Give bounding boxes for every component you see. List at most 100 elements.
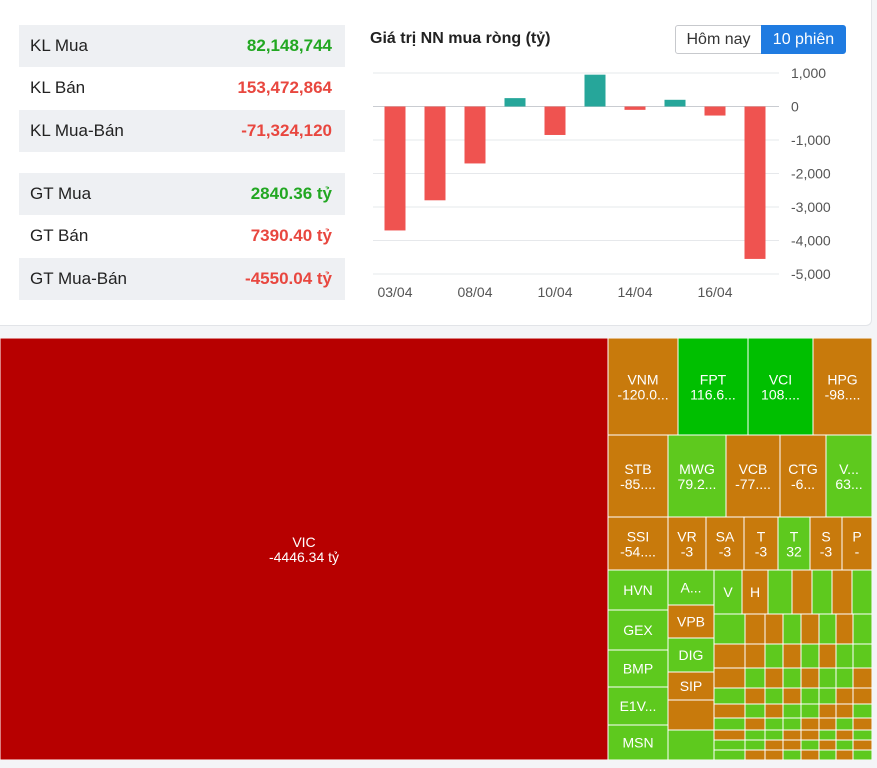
treemap-cell [800, 687, 820, 705]
treemap-cell [800, 717, 820, 731]
treemap-cell [764, 703, 784, 719]
treemap-cell [667, 729, 715, 760]
treemap-cell [782, 613, 802, 645]
treemap-ticker: VR [677, 529, 696, 545]
treemap-ticker: HVN [623, 582, 653, 598]
treemap-cell [713, 643, 746, 669]
stat-value: 7390.40 tỷ [250, 226, 332, 245]
y-tick-label: -3,000 [791, 199, 831, 215]
treemap-cell [713, 703, 746, 719]
treemap-cell [667, 434, 727, 518]
y-tick-label: 1,000 [791, 65, 826, 81]
treemap-cell [677, 338, 749, 436]
treemap-cell [744, 613, 766, 645]
stat-row-gt-diff: GT Mua-Bán -4550.04 tỷ [19, 258, 345, 300]
treemap-cell [835, 717, 854, 731]
treemap-ticker: MWG [679, 461, 715, 477]
bar [384, 106, 406, 231]
bar [584, 74, 606, 107]
treemap-ticker: MSN [622, 735, 653, 751]
treemap-cell [818, 687, 837, 705]
treemap-value: -54.... [620, 544, 656, 560]
treemap-cell [782, 739, 802, 751]
treemap-cell [744, 667, 766, 689]
treemap-cell [818, 667, 837, 689]
y-tick-label: -5,000 [791, 266, 831, 282]
treemap-value: 32 [786, 544, 802, 560]
treemap-cell [782, 717, 802, 731]
stat-label: GT Bán [30, 226, 89, 245]
treemap-value: -4446.34 tỷ [269, 549, 339, 565]
x-tick-label: 10/04 [537, 284, 572, 300]
treemap-cell [782, 749, 802, 760]
treemap-cell [800, 739, 820, 751]
treemap-value: -98.... [825, 387, 861, 403]
treemap-cell [825, 434, 872, 518]
stat-value: 82,148,744 [246, 36, 332, 55]
y-tick-label: -2,000 [791, 166, 831, 182]
stat-label: KL Mua-Bán [30, 121, 124, 140]
treemap-value: 63... [835, 476, 862, 492]
treemap-cell [812, 338, 872, 436]
treemap-value: -85.... [620, 476, 656, 492]
y-tick-label: -1,000 [791, 132, 831, 148]
treemap-cell [835, 643, 854, 669]
treemap-cell [818, 739, 837, 751]
stat-row-kl-diff: KL Mua-Bán -71,324,120 [19, 110, 345, 152]
treemap-cell [852, 717, 872, 731]
stat-label: GT Mua [30, 184, 92, 203]
treemap-cell [852, 729, 872, 741]
treemap-cell [741, 569, 769, 615]
foreign-net-treemap: VIC -4446.34 tỷ VNM -120.0... FPT 116.6... VCI… [0, 338, 872, 760]
treemap-cell [791, 569, 813, 615]
treemap-cell [744, 703, 766, 719]
treemap-cell [607, 516, 669, 571]
treemap-value: -3 [755, 544, 768, 560]
treemap-cell [851, 569, 872, 615]
treemap-cell [818, 643, 837, 669]
treemap-cell [764, 717, 784, 731]
treemap-cell [852, 749, 872, 760]
chart-title: Giá trị NN mua ròng (tỷ) [370, 30, 551, 47]
treemap-cell [764, 687, 784, 705]
treemap-cell [713, 739, 746, 751]
stat-row-kl-ban: KL Bán 153,472,864 [19, 67, 345, 109]
treemap-cell [744, 749, 766, 760]
treemap-cell [835, 703, 854, 719]
stat-row-gt-ban: GT Bán 7390.40 tỷ [19, 215, 345, 257]
treemap-cell [852, 703, 872, 719]
treemap-cell [764, 643, 784, 669]
ten-sessions-toggle-button[interactable]: 10 phiên [761, 25, 846, 54]
stat-value: 2840.36 tỷ [250, 184, 332, 203]
treemap-ticker: VCI [769, 372, 792, 388]
treemap-cell [779, 434, 827, 518]
treemap-value: 108.... [761, 387, 800, 403]
treemap-value: 79.2... [678, 476, 717, 492]
treemap-cell [835, 687, 854, 705]
today-toggle-button[interactable]: Hôm nay [675, 25, 762, 54]
treemap-ticker: S [821, 529, 830, 545]
treemap-value: -6... [791, 476, 815, 492]
treemap-cell [782, 729, 802, 741]
treemap-value: -3 [820, 544, 833, 560]
stat-label: KL Mua [30, 36, 88, 55]
treemap-cell [667, 516, 707, 571]
stat-row-gt-mua: GT Mua 2840.36 tỷ [19, 173, 345, 215]
treemap-cell [607, 686, 669, 726]
treemap-value: -3 [681, 544, 694, 560]
stat-label: KL Bán [30, 78, 86, 97]
treemap-cell [764, 749, 784, 760]
treemap-cell [800, 613, 820, 645]
stat-value: -4550.04 tỷ [245, 269, 332, 288]
treemap-cell [800, 667, 820, 689]
treemap-cell [744, 729, 766, 741]
treemap-cell [852, 739, 872, 751]
treemap-cell [607, 609, 669, 651]
treemap-value: -3 [719, 544, 732, 560]
y-tick-label: -4,000 [791, 233, 831, 249]
treemap-ticker: BMP [623, 661, 653, 677]
treemap-cell [764, 613, 784, 645]
treemap-value: -77.... [735, 476, 771, 492]
bar [424, 106, 446, 201]
bar [544, 106, 566, 135]
